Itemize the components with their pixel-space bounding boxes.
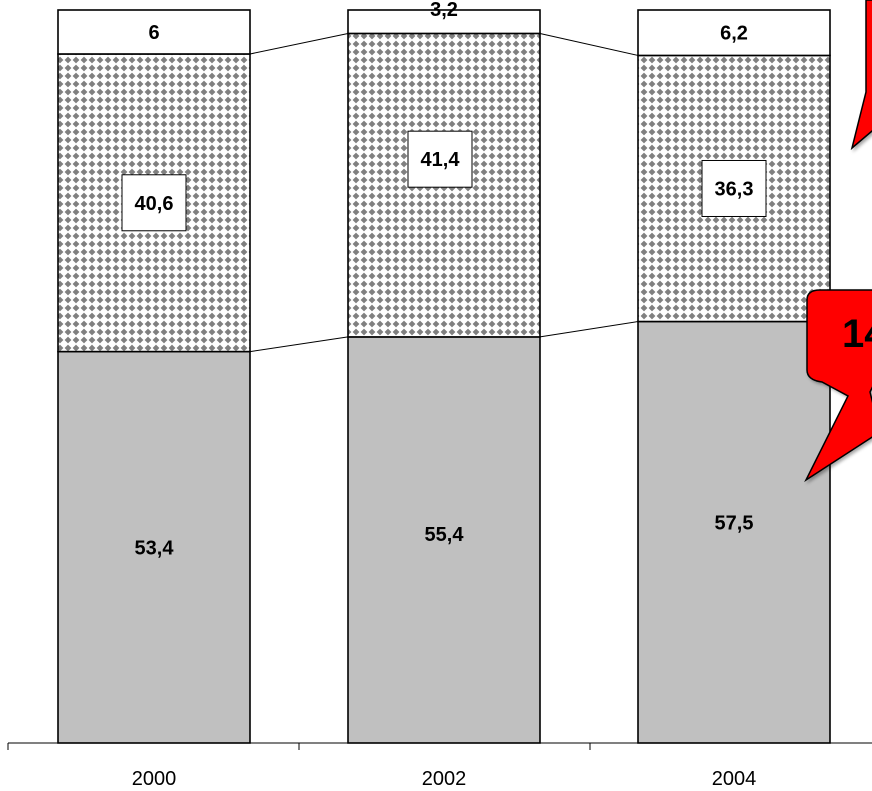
value-label-2002-series-1: 55,4 (425, 524, 465, 546)
connector-line (539, 321, 639, 338)
connector-line (249, 32, 349, 55)
value-label-2004-series-3: 6,2 (720, 23, 748, 45)
value-label-2000-series-2: 40,6 (135, 193, 174, 215)
value-label-2000-series-3: 6 (148, 22, 159, 44)
x-axis: 2000 2002 2004 (7, 742, 872, 790)
value-labels: 53,4 40,6 6 55,4 41,4 3,2 57,5 36,3 6,2 (121, 0, 767, 559)
callout-upper (850, 0, 872, 151)
callout-upper-bubble (850, 0, 872, 151)
value-label-2002-series-2: 41,4 (421, 149, 461, 171)
connector-line (539, 32, 639, 56)
bars-layer (57, 9, 831, 744)
value-label-2004-series-1: 57,5 (715, 512, 754, 534)
bar-2004-series-3 (637, 9, 831, 57)
value-label-2000-series-1: 53,4 (135, 537, 175, 559)
value-label-box (121, 174, 187, 232)
x-tick-label-2004: 2004 (712, 768, 757, 790)
connector-line (249, 336, 349, 353)
bar-2002-series-1 (347, 336, 541, 744)
x-tick-label-2002: 2002 (422, 768, 467, 790)
bar-2002-series-3 (347, 9, 541, 35)
bar-2000-series-3 (57, 9, 251, 55)
value-label-box (407, 130, 473, 188)
value-label-2002-series-3: 3,2 (430, 0, 458, 21)
callout-lower: 14 (804, 289, 872, 483)
bar-2004-series-1 (637, 320, 831, 744)
callout-lower-label: 14 (842, 312, 872, 356)
callout-lower-bubble (804, 289, 872, 483)
value-label-box (701, 159, 767, 217)
connector-lines (249, 32, 639, 353)
bar-2000-series-1 (57, 350, 251, 744)
value-label-2004-series-2: 36,3 (715, 178, 754, 200)
x-tick-label-2000: 2000 (132, 768, 177, 790)
